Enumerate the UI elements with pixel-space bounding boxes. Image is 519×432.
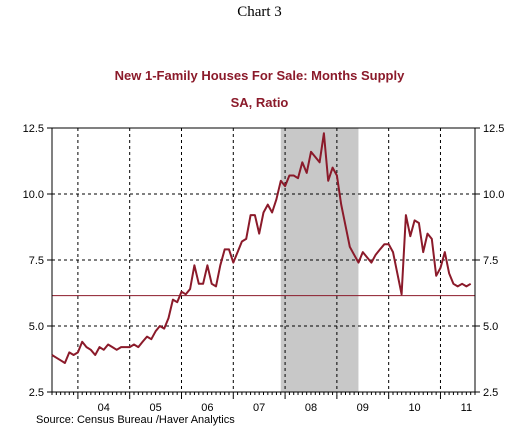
- y-tick-label-left: 2.5: [29, 387, 44, 399]
- y-tick-label-right: 10.0: [483, 189, 504, 201]
- x-tick-label: 06: [201, 402, 213, 414]
- x-tick-label: 10: [408, 402, 420, 414]
- y-tick-label-left: 12.5: [23, 123, 44, 135]
- chart-subtitle: SA, Ratio: [230, 95, 289, 110]
- y-tick-label-right: 7.5: [483, 255, 498, 267]
- y-tick-label-right: 5.0: [483, 321, 498, 333]
- x-tick-label: 07: [253, 402, 265, 414]
- y-tick-label-left: 7.5: [29, 255, 44, 267]
- series-line: [51, 132, 472, 364]
- y-tick-label-left: 5.0: [29, 321, 44, 333]
- x-tick-label: 09: [357, 402, 369, 414]
- x-tick-label: 11: [461, 402, 472, 414]
- x-tick-label: 04: [98, 402, 110, 414]
- y-tick-label-right: 2.5: [483, 387, 498, 399]
- x-tick-label: 05: [149, 402, 161, 414]
- y-tick-label-left: 10.0: [23, 189, 44, 201]
- chart-title: New 1-Family Houses For Sale: Months Sup…: [114, 68, 405, 83]
- chart-number-label: Chart 3: [237, 4, 282, 20]
- source-note: Source: Census Bureau /Haver Analytics: [36, 414, 235, 426]
- y-tick-label-right: 12.5: [483, 123, 504, 135]
- x-tick-label: 08: [305, 402, 317, 414]
